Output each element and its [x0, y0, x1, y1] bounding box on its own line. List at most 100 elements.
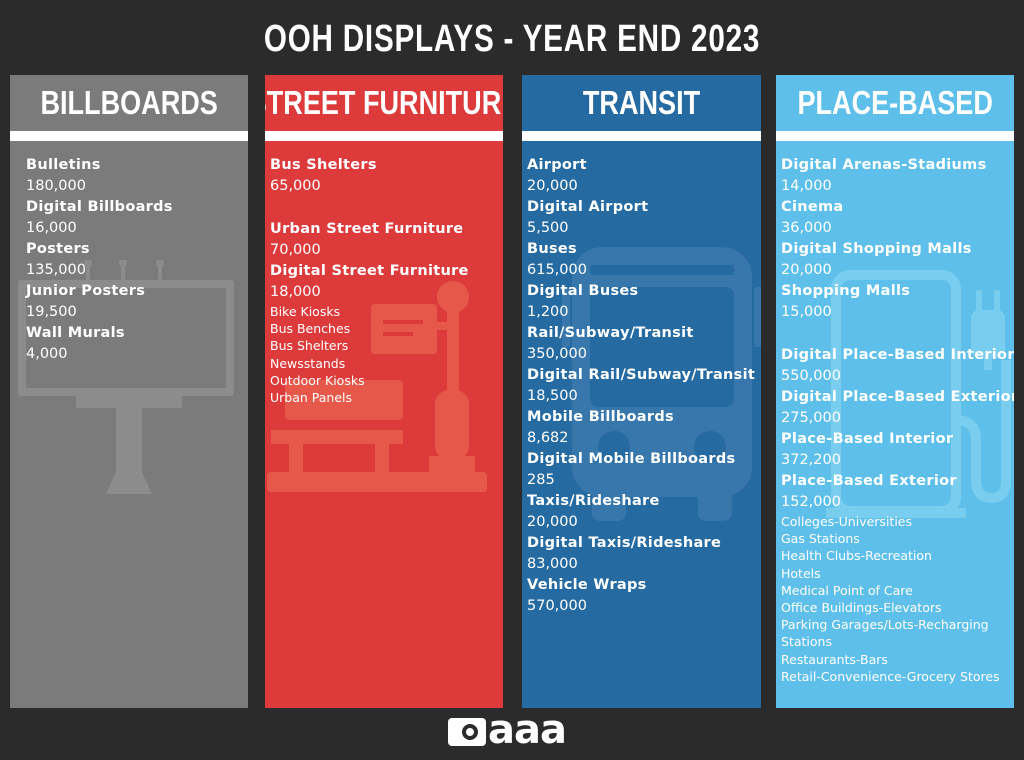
item-name: Taxis/Rideshare	[527, 493, 660, 509]
list-item: Digital Mobile Billboards 285	[527, 449, 761, 491]
item-name: Rail/Subway/Transit	[527, 325, 694, 341]
billboard-icon	[18, 260, 234, 494]
list-item: Vehicle Wraps 570,000	[527, 575, 761, 617]
item-value: 135,000	[26, 262, 86, 278]
list-item: Digital Shopping Malls 20,000	[781, 239, 1014, 281]
header-divider	[776, 131, 1014, 141]
page-title: OOH DISPLAYS - YEAR END 2023	[263, 18, 761, 60]
list-item: Digital Place-Based Exterior 275,000	[781, 387, 1014, 429]
item-value: 16,000	[26, 220, 77, 236]
list-item: Digital Place-Based Interior 550,000	[781, 345, 1014, 387]
sub-item: Health Clubs-Recreation	[781, 548, 932, 564]
item-value: 83,000	[527, 556, 578, 572]
item-name: Place-Based Interior	[781, 431, 954, 447]
item-value: 372,200	[781, 452, 841, 468]
sub-item: Medical Point of Care	[781, 582, 913, 598]
list-item: Digital Billboards 16,000	[26, 197, 248, 239]
sub-item: Restaurants-Bars	[781, 651, 888, 667]
sub-item: Urban Panels	[270, 390, 353, 406]
list-item: Mobile Billboards 8,682	[527, 407, 761, 449]
list-item: Buses 615,000	[527, 239, 761, 281]
item-name: Buses	[527, 241, 577, 257]
item-value: 19,500	[26, 304, 77, 320]
sub-item: Hotels	[781, 565, 821, 581]
list-item: Junior Posters 19,500	[26, 281, 248, 323]
item-value: 5,500	[527, 220, 569, 236]
column-header-place-based: PLACE-BASED	[797, 84, 993, 121]
spacer	[781, 323, 1014, 345]
item-value: 18,500	[527, 388, 578, 404]
list-item: Digital Rail/Subway/Transit 18,500	[527, 365, 761, 407]
item-value: 20,000	[527, 178, 578, 194]
item-name: Mobile Billboards	[527, 409, 674, 425]
item-name: Digital Street Furniture	[270, 263, 469, 279]
item-value: 285	[527, 472, 555, 488]
item-value: 4,000	[26, 346, 68, 362]
item-name: Place-Based Exterior	[781, 473, 957, 489]
list-item: Cinema 36,000	[781, 197, 1014, 239]
header-divider	[265, 131, 503, 141]
list-item: Shopping Malls 15,000	[781, 281, 1014, 323]
sub-item: Retail-Convenience-Grocery Stores	[781, 668, 1000, 684]
column-place-based: PLACE-BASED Digital Arenas-Stadiums 14,00…	[776, 75, 1014, 708]
list-item: Taxis/Rideshare 20,000	[527, 491, 761, 533]
list-item: Digital Taxis/Rideshare 83,000	[527, 533, 761, 575]
header-divider	[10, 131, 248, 141]
item-value: 570,000	[527, 598, 587, 614]
item-value: 615,000	[527, 262, 587, 278]
column-street-furniture: STREET FURNITURE Bus Shelters 65,000 Urba…	[265, 75, 503, 708]
sub-item: Bus Shelters	[270, 338, 349, 354]
column-list: Airport 20,000 Digital Airport 5,500 Buses…	[522, 141, 761, 617]
sub-item: Bike Kiosks	[270, 304, 341, 319]
item-name: Junior Posters	[26, 283, 146, 299]
item-value: 1,200	[527, 304, 569, 320]
item-name: Airport	[527, 157, 587, 173]
item-name: Digital Taxis/Rideshare	[527, 535, 722, 551]
item-value: 18,000	[270, 284, 321, 300]
item-name: Vehicle Wraps	[527, 577, 647, 593]
item-value: 70,000	[270, 242, 321, 258]
item-value: 15,000	[781, 304, 832, 320]
list-item: Rail/Subway/Transit 350,000	[527, 323, 761, 365]
item-value: 550,000	[781, 368, 841, 384]
list-item: Place-Based Exterior 152,000	[781, 471, 1014, 513]
sub-item: Office Buildings-Elevators	[781, 600, 942, 616]
item-value: 350,000	[527, 346, 587, 362]
item-name: Digital Buses	[527, 283, 639, 299]
list-item: Place-Based Interior 372,200	[781, 429, 1014, 471]
sub-item: Newsstands	[270, 355, 346, 371]
item-value: 152,000	[781, 494, 841, 510]
item-name: Digital Shopping Malls	[781, 241, 972, 257]
sub-item: Parking Garages/Lots-Recharging Stations	[781, 617, 989, 650]
list-item: Airport 20,000	[527, 155, 761, 197]
item-value: 20,000	[527, 514, 578, 530]
sub-item: Colleges-Universities	[781, 514, 912, 529]
item-name: Digital Place-Based Exterior	[781, 389, 1014, 405]
item-name: Bulletins	[26, 157, 101, 173]
charging-station-icon	[826, 270, 1011, 518]
column-header-street-furniture: STREET FURNITURE	[265, 84, 503, 121]
list-item: Digital Arenas-Stadiums 14,000	[781, 155, 1014, 197]
column-list: Bus Shelters 65,000 Urban Street Furnitur…	[265, 141, 503, 406]
spacer	[270, 197, 503, 219]
list-item: Digital Street Furniture 18,000	[270, 261, 503, 303]
sub-item: Bus Benches	[270, 321, 351, 337]
item-value: 20,000	[781, 262, 832, 278]
item-name: Urban Street Furniture	[270, 221, 464, 237]
item-name: Digital Rail/Subway/Transit	[527, 367, 756, 383]
list-item: Urban Street Furniture 70,000	[270, 219, 503, 261]
item-value: 180,000	[26, 178, 86, 194]
item-name: Digital Mobile Billboards	[527, 451, 736, 467]
header-divider	[522, 131, 761, 141]
oaaa-logo-icon	[448, 718, 486, 746]
bus-icon	[562, 247, 761, 521]
oaaa-logo: aaa	[448, 707, 578, 753]
item-name: Digital Airport	[527, 199, 649, 215]
list-item: Posters 135,000	[26, 239, 248, 281]
item-name: Cinema	[781, 199, 844, 215]
list-item: Bus Shelters 65,000	[270, 155, 503, 197]
item-name: Digital Billboards	[26, 199, 173, 215]
item-name: Digital Arenas-Stadiums	[781, 157, 987, 173]
column-billboards: BILLBOARDS Bulletins 180,000 Digital Bill…	[10, 75, 248, 708]
sub-item: Outdoor Kiosks	[270, 372, 365, 388]
